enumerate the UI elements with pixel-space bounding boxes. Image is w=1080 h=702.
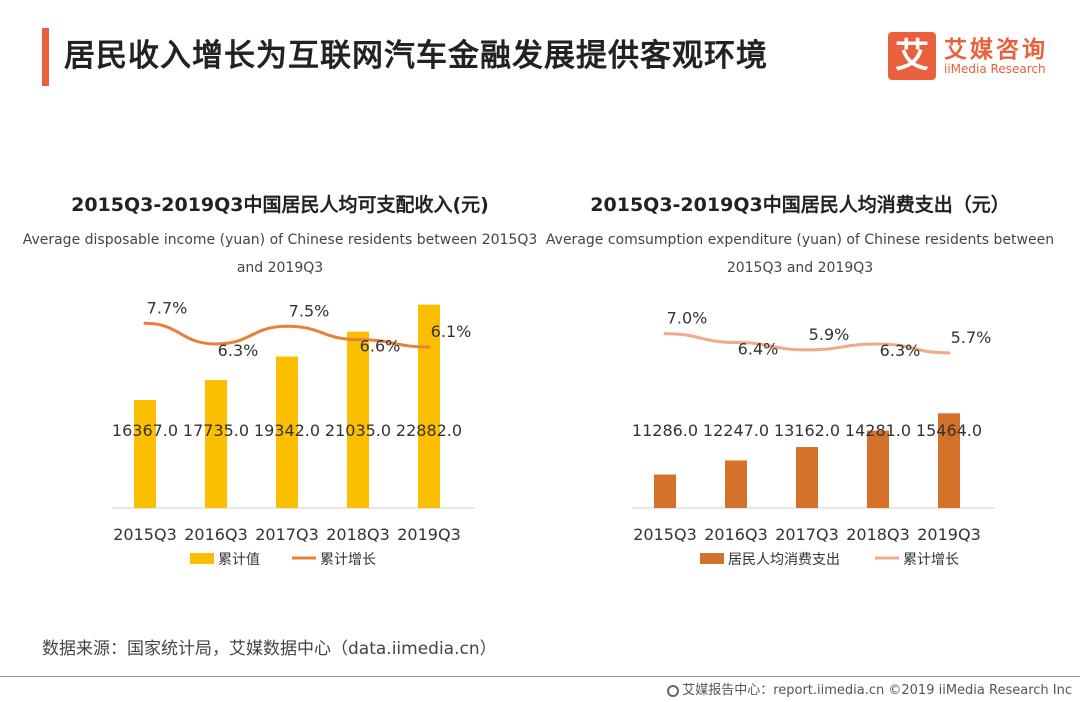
legend-swatch-bar	[700, 553, 724, 564]
line-point	[805, 348, 809, 352]
logo-mark: 艾	[888, 32, 936, 80]
bar	[867, 430, 889, 508]
bar-value-label: 15464.0	[916, 421, 982, 440]
footer-copyright: 艾媒报告中心：report.iimedia.cn ©2019 iiMedia R…	[682, 683, 1072, 698]
logo-text-en: iiMedia Research	[944, 62, 1046, 76]
legend-label: 累计值	[218, 552, 260, 568]
legend-swatch-bar	[190, 553, 214, 564]
bar-value-label: 12247.0	[703, 421, 769, 440]
expenditure-chart: 2015Q3-2019Q3中国居民人均消费支出（元） Average comsu…	[540, 190, 1060, 590]
bar-value-label: 21035.0	[325, 421, 391, 440]
chart-subtitle: Average comsumption expenditure (yuan) o…	[545, 232, 1055, 276]
line-point	[356, 338, 360, 342]
chart-title: 2015Q3-2019Q3中国居民人均消费支出（元）	[590, 194, 1010, 216]
x-tick-label: 2017Q3	[775, 525, 839, 544]
bar	[347, 331, 369, 508]
bar-value-label: 17735.0	[183, 421, 249, 440]
logo-text-cn: 艾媒咨询	[944, 37, 1048, 63]
bar-value-label: 19342.0	[254, 421, 320, 440]
bar	[134, 400, 156, 508]
line-value-label: 7.0%	[667, 309, 708, 328]
page-title: 居民收入增长为互联网汽车金融发展提供客观环境	[64, 38, 768, 74]
line-point	[947, 351, 951, 355]
line-point	[734, 341, 738, 345]
x-tick-label: 2017Q3	[255, 525, 319, 544]
legend-label: 累计增长	[320, 552, 376, 568]
line-value-label: 6.1%	[431, 322, 472, 341]
expenditure-chart-plot: 11286.0 2015Q3 12247.0 2016Q3 13162.0 2017Q3 1…	[632, 309, 995, 568]
line-value-label: 5.7%	[951, 328, 992, 347]
bar-value-label: 13162.0	[774, 421, 840, 440]
x-tick-label: 2016Q3	[184, 525, 248, 544]
bar	[938, 413, 960, 508]
line-point	[143, 321, 147, 325]
line-value-label: 5.9%	[809, 325, 850, 344]
line-point	[427, 345, 431, 349]
x-tick-label: 2015Q3	[633, 525, 697, 544]
line-value-label: 6.3%	[218, 341, 259, 360]
brand-logo: 艾 艾媒咨询 iiMedia Research	[888, 30, 1064, 82]
line-point	[214, 342, 218, 346]
line-value-label: 6.4%	[738, 340, 779, 359]
chart-title: 2015Q3-2019Q3中国居民人均可支配收入(元)	[71, 194, 489, 216]
income-chart: 2015Q3-2019Q3中国居民人均可支配收入(元) Average disp…	[20, 190, 540, 590]
line-point	[663, 332, 667, 336]
bar-value-label: 22882.0	[396, 421, 462, 440]
footer-divider	[0, 676, 1080, 677]
line-value-label: 6.6%	[360, 337, 401, 356]
line-value-label: 7.5%	[289, 301, 330, 320]
globe-icon	[667, 685, 680, 697]
line-value-label: 6.3%	[880, 341, 921, 360]
title-accent-bar	[42, 28, 49, 86]
line-value-label: 7.7%	[147, 298, 188, 317]
x-tick-label: 2016Q3	[704, 525, 768, 544]
line-point	[876, 342, 880, 346]
chart-subtitle: Average disposable income (yuan) of Chin…	[22, 232, 538, 276]
legend-label: 居民人均消费支出	[728, 552, 840, 568]
bar	[205, 380, 227, 508]
legend-label: 累计增长	[903, 552, 959, 568]
footer-text: 艾媒报告中心：report.iimedia.cn ©2019 iiMedia R…	[667, 679, 1072, 698]
bar-value-label: 14281.0	[845, 421, 911, 440]
bar	[725, 460, 747, 508]
bar	[654, 474, 676, 508]
x-tick-label: 2019Q3	[397, 525, 461, 544]
data-source: 数据来源：国家统计局，艾媒数据中心（data.iimedia.cn）	[42, 639, 497, 659]
bar	[796, 447, 818, 508]
bar	[276, 356, 298, 508]
bar-value-label: 11286.0	[632, 421, 698, 440]
income-chart-plot: 16367.0 2015Q3 17735.0 2016Q3 19342.0 2017Q3 2…	[112, 298, 475, 568]
x-tick-label: 2019Q3	[917, 525, 981, 544]
bar	[418, 304, 440, 508]
x-tick-label: 2015Q3	[113, 525, 177, 544]
line-point	[285, 324, 289, 328]
x-tick-label: 2018Q3	[326, 525, 390, 544]
bar-value-label: 16367.0	[112, 421, 178, 440]
x-tick-label: 2018Q3	[846, 525, 910, 544]
